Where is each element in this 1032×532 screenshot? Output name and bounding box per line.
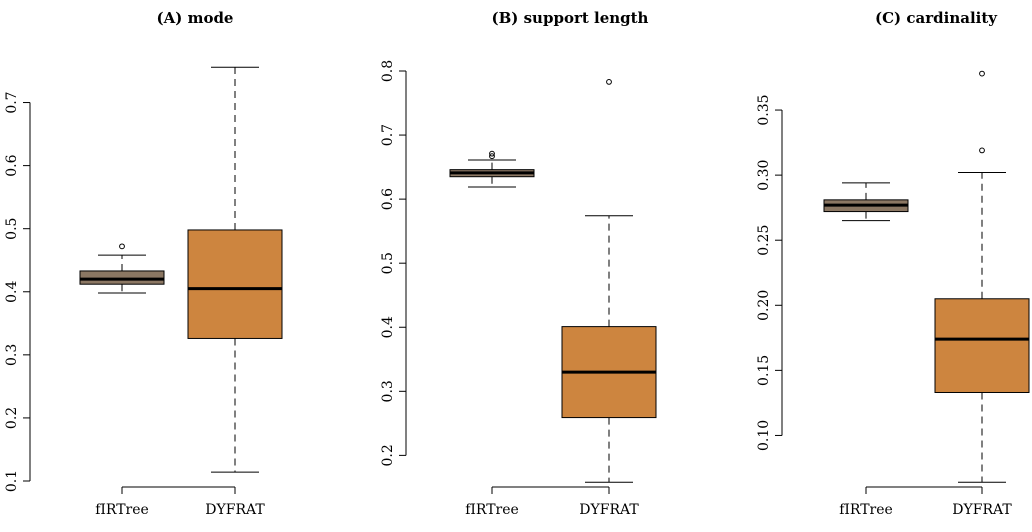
- y-tick-label: 0.30: [756, 160, 772, 191]
- panel-title: (B) support length: [492, 9, 649, 27]
- y-tick-label: 0.1: [4, 470, 20, 492]
- y-tick-label: 0.5: [380, 252, 396, 274]
- y-tick-label: 0.7: [4, 91, 20, 113]
- y-tick-label: 0.15: [756, 355, 772, 386]
- outlier-point: [489, 150, 495, 157]
- x-tick-label: fIRTree: [839, 502, 893, 518]
- x-tick-label: fIRTree: [465, 502, 519, 518]
- y-tick-label: 0.5: [4, 218, 20, 240]
- y-tick-label: 0.25: [756, 225, 772, 256]
- box-firtree: [823, 182, 909, 222]
- box-firtree: [79, 243, 165, 294]
- panel-title: (A) mode: [157, 9, 234, 27]
- box-dyfrat: [934, 70, 1030, 483]
- box-dyfrat: [561, 78, 657, 483]
- outlier-point: [489, 153, 495, 160]
- y-tick-label: 0.4: [380, 316, 396, 338]
- y-tick-label: 0.2: [4, 407, 20, 429]
- panel-3: (C) cardinality 0.10 0.15 0.20 0.25 0.30 0.35 f…: [756, 9, 1030, 518]
- x-tick-label: DYFRAT: [579, 502, 639, 518]
- y-tick-label: 0.2: [380, 444, 396, 466]
- y-tick-label: 0.4: [4, 281, 20, 303]
- outlier-point: [119, 243, 125, 250]
- box-dyfrat: [187, 66, 283, 473]
- panel-1: (A) mode 0.1 0.2 0.3 0.4 0.5 0.6 0.7 fIRTree DYFR…: [4, 9, 283, 518]
- outlier-point: [979, 70, 985, 77]
- y-tick-label: 0.10: [756, 420, 772, 451]
- outlier-point: [606, 78, 612, 85]
- panel-title: (C) cardinality: [875, 9, 998, 27]
- x-tick-label: DYFRAT: [952, 502, 1012, 518]
- box-firtree: [449, 150, 535, 188]
- y-tick-label: 0.3: [380, 380, 396, 402]
- outlier-point: [979, 147, 985, 154]
- x-tick-label: DYFRAT: [205, 502, 265, 518]
- iqr-box: [934, 298, 1030, 393]
- y-tick-label: 0.7: [380, 124, 396, 146]
- y-tick-label: 0.6: [380, 188, 396, 210]
- y-tick-label: 0.6: [4, 154, 20, 176]
- y-tick-label: 0.8: [380, 60, 396, 82]
- iqr-box: [187, 229, 283, 339]
- x-tick-label: fIRTree: [95, 502, 149, 518]
- y-tick-label: 0.3: [4, 344, 20, 366]
- panel-2: (B) support length 0.2 0.3 0.4 0.5 0.6 0.7 0.8 f…: [380, 9, 657, 518]
- y-tick-label: 0.20: [756, 290, 772, 321]
- y-tick-label: 0.35: [756, 94, 772, 125]
- iqr-box: [79, 270, 165, 285]
